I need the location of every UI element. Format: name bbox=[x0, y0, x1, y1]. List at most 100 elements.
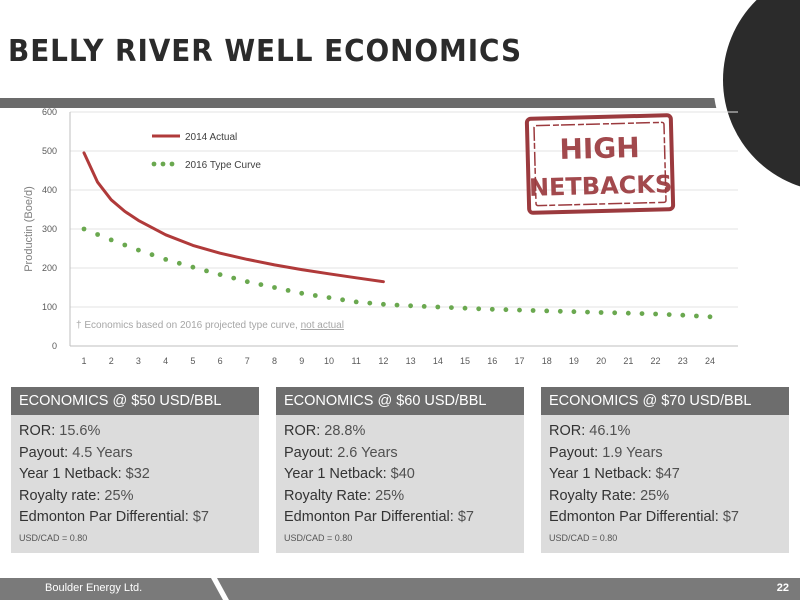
x-tick-label: 4 bbox=[163, 356, 168, 366]
netback-value: $32 bbox=[121, 466, 150, 482]
differential-value: $7 bbox=[188, 509, 209, 525]
economics-box-60: ECONOMICS @ $60 USD/BBL ROR: 28.8% Payou… bbox=[276, 387, 524, 553]
payout-label: Payout: bbox=[19, 444, 69, 461]
x-tick-label: 20 bbox=[596, 356, 606, 366]
netback-row: Year 1 Netback: $32 bbox=[19, 464, 251, 486]
type-curve-point bbox=[163, 257, 169, 262]
fx-note: USD/CAD = 0.80 bbox=[19, 532, 88, 543]
y-axis-ticks: 0 100 200 300 400 500 600 bbox=[42, 107, 57, 351]
series-line-2014-actual bbox=[82, 151, 385, 284]
x-tick-label: 11 bbox=[352, 356, 361, 366]
x-tick-label: 19 bbox=[569, 356, 579, 366]
royalty-row: Royalty rate: 25% bbox=[19, 486, 251, 508]
payout-label: Payout: bbox=[549, 444, 599, 461]
y-axis-label: Productin (Boe/d) bbox=[23, 186, 35, 272]
y-tick-label: 0 bbox=[52, 341, 57, 351]
annotation-text: † Economics based on 2016 projected type… bbox=[76, 320, 301, 331]
differential-row: Edmonton Par Differential: $7 bbox=[284, 507, 516, 529]
type-curve-point bbox=[585, 309, 590, 315]
y-tick-label: 200 bbox=[42, 263, 57, 273]
title-underline-bar bbox=[0, 98, 800, 108]
type-curve-point bbox=[204, 268, 209, 274]
fx-note: USD/CAD = 0.80 bbox=[284, 532, 353, 543]
y-tick-label: 600 bbox=[42, 107, 57, 117]
y-tick-label: 300 bbox=[42, 224, 57, 234]
x-tick-label: 17 bbox=[514, 356, 524, 366]
y-tick-label: 400 bbox=[42, 185, 57, 195]
differential-label: Edmonton Par Differential: bbox=[19, 509, 189, 525]
x-tick-label: 13 bbox=[406, 356, 416, 366]
footer-bar: Boulder Energy Ltd. 22 bbox=[0, 578, 800, 600]
chart-series bbox=[81, 151, 713, 320]
differential-value: $7 bbox=[718, 509, 739, 525]
netback-value: $47 bbox=[651, 466, 680, 482]
y-tick-label: 100 bbox=[42, 302, 57, 312]
payout-value: 1.9 Years bbox=[598, 444, 663, 461]
high-netbacks-stamp: HIGH NETBACKS bbox=[524, 113, 676, 215]
chart-annotation: † Economics based on 2016 projected type… bbox=[76, 320, 344, 331]
economics-box-header: ECONOMICS @ $60 USD/BBL bbox=[276, 387, 524, 415]
payout-row: Payout: 2.6 Years bbox=[284, 443, 516, 465]
type-curve-point bbox=[272, 285, 277, 290]
ror-label: ROR: bbox=[19, 423, 56, 439]
type-curve-point bbox=[367, 300, 373, 306]
royalty-value: 25% bbox=[636, 487, 670, 504]
x-tick-label: 24 bbox=[705, 356, 715, 366]
type-curve-point bbox=[694, 313, 699, 319]
x-tick-label: 10 bbox=[324, 356, 334, 366]
type-curve-point bbox=[340, 297, 345, 303]
royalty-row: Royalty Rate: 25% bbox=[549, 486, 781, 508]
type-curve-point bbox=[394, 302, 400, 308]
type-curve-point bbox=[503, 307, 509, 313]
economics-box-50: ECONOMICS @ $50 USD/BBL ROR: 15.6% Payou… bbox=[11, 387, 259, 553]
annotation-underlined: not actual bbox=[301, 320, 344, 331]
economics-box-header: ECONOMICS @ $70 USD/BBL bbox=[541, 387, 789, 415]
payout-row: Payout: 4.5 Years bbox=[19, 443, 251, 465]
fx-note: USD/CAD = 0.80 bbox=[549, 532, 618, 543]
type-curve-point bbox=[598, 310, 604, 315]
type-curve-point bbox=[285, 288, 291, 293]
ror-row: ROR: 28.8% bbox=[284, 421, 516, 443]
economics-box-body: ROR: 28.8% Payout: 2.6 Years Year 1 Netb… bbox=[276, 415, 524, 553]
x-tick-label: 8 bbox=[272, 356, 277, 366]
type-curve-point bbox=[81, 226, 87, 232]
stamp-line-2: NETBACKS bbox=[529, 170, 673, 202]
netback-value: $40 bbox=[386, 466, 415, 482]
type-curve-point bbox=[435, 304, 441, 310]
type-curve-point bbox=[176, 260, 182, 266]
type-curve-point bbox=[231, 275, 237, 281]
netback-label: Year 1 Netback: bbox=[19, 466, 122, 482]
type-curve-point bbox=[449, 305, 454, 310]
legend-swatch-type-curve bbox=[151, 161, 175, 167]
x-tick-label: 14 bbox=[433, 356, 443, 366]
legend-label-type-curve: 2016 Type Curve bbox=[185, 160, 261, 171]
chart-legend: 2014 Actual 2016 Type Curve bbox=[151, 132, 261, 171]
royalty-label: Royalty Rate: bbox=[284, 487, 372, 504]
type-curve-point bbox=[557, 308, 563, 314]
x-axis-ticks: 1 2 3 4 5 6 7 8 9 10 11 12 13 14 15 16 17 18 19 20 21 22 23 24 bbox=[81, 356, 715, 366]
x-tick-label: 2 bbox=[109, 356, 114, 366]
x-tick-label: 18 bbox=[542, 356, 552, 366]
type-curve-point bbox=[353, 299, 359, 305]
type-curve-point bbox=[408, 303, 413, 309]
netback-row: Year 1 Netback: $40 bbox=[284, 464, 516, 486]
type-curve-point bbox=[625, 310, 631, 316]
royalty-label: Royalty Rate: bbox=[549, 487, 637, 504]
type-curve-point bbox=[517, 307, 522, 313]
ror-row: ROR: 46.1% bbox=[549, 421, 781, 443]
type-curve-point bbox=[312, 293, 318, 298]
x-tick-label: 21 bbox=[623, 356, 633, 366]
netback-row: Year 1 Netback: $47 bbox=[549, 464, 781, 486]
type-curve-point bbox=[666, 312, 672, 317]
economics-box-body: ROR: 15.6% Payout: 4.5 Years Year 1 Netb… bbox=[11, 415, 259, 553]
economics-box-70: ECONOMICS @ $70 USD/BBL ROR: 46.1% Payou… bbox=[541, 387, 789, 553]
type-curve-point bbox=[421, 304, 427, 309]
x-tick-label: 15 bbox=[460, 356, 470, 366]
type-curve-point bbox=[122, 242, 128, 248]
differential-row: Edmonton Par Differential: $7 bbox=[549, 507, 781, 529]
legend-dot bbox=[151, 161, 157, 167]
payout-value: 2.6 Years bbox=[333, 444, 398, 461]
differential-label: Edmonton Par Differential: bbox=[549, 509, 719, 525]
ror-row: ROR: 15.6% bbox=[19, 421, 251, 443]
page-title: BELLY RIVER WELL ECONOMICS bbox=[8, 34, 522, 69]
